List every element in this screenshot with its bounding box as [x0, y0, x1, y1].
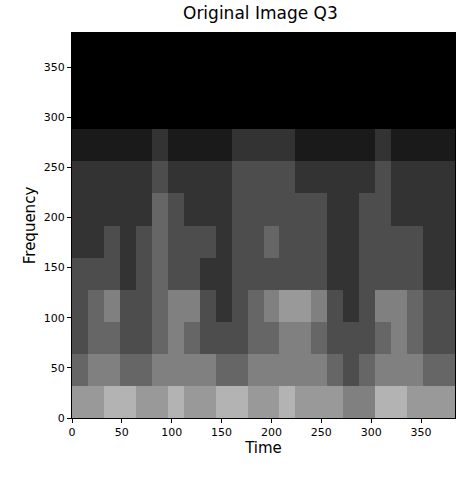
- svg-text:Time: Time: [244, 439, 282, 457]
- svg-text:150: 150: [44, 261, 65, 274]
- svg-text:Frequency: Frequency: [21, 187, 39, 265]
- svg-text:300: 300: [361, 426, 382, 439]
- svg-text:200: 200: [44, 211, 65, 224]
- svg-text:350: 350: [44, 61, 65, 74]
- svg-text:100: 100: [44, 312, 65, 325]
- svg-text:50: 50: [115, 426, 129, 439]
- svg-text:50: 50: [51, 362, 65, 375]
- svg-text:150: 150: [211, 426, 232, 439]
- svg-text:0: 0: [58, 412, 65, 425]
- svg-text:250: 250: [44, 161, 65, 174]
- svg-text:200: 200: [261, 426, 282, 439]
- svg-text:350: 350: [411, 426, 432, 439]
- svg-text:Original Image Q3: Original Image Q3: [183, 3, 338, 23]
- svg-text:300: 300: [44, 111, 65, 124]
- svg-text:0: 0: [69, 426, 76, 439]
- svg-text:100: 100: [161, 426, 182, 439]
- svg-text:250: 250: [311, 426, 332, 439]
